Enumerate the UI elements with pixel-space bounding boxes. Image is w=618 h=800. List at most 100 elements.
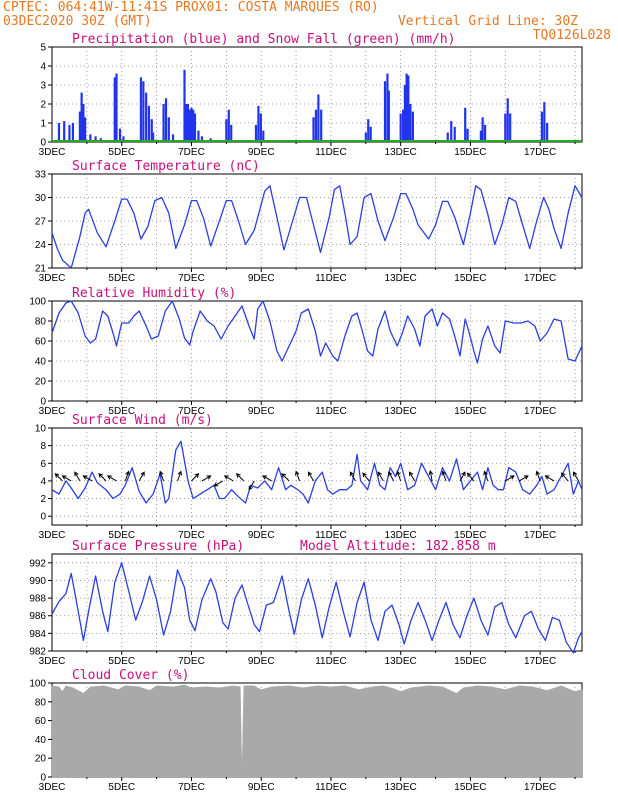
precip-ytick-label: 2 [40,100,46,111]
wind-arrow [544,475,555,482]
precip-bar [257,105,260,142]
precip-bar [57,123,61,142]
pressure-ytick-label: 984 [29,629,46,640]
wind-arrow-shaft [561,472,569,482]
precip-bar [80,92,83,142]
wind-arrow-head [206,475,212,480]
wind-arrow-head [125,470,130,476]
wind-arrow [138,471,145,482]
temperature-title: Surface Temperature (nC) [72,159,260,174]
precip-bar [89,134,92,142]
precip-ytick-label: 0 [40,138,46,149]
precip-bar [399,113,402,142]
precip-bar [115,73,118,142]
pressure-ytick-label: 992 [29,558,46,569]
wind-arrow-head [74,471,79,477]
precip-bar [82,104,85,142]
wind-arrow-shaft [83,475,93,482]
wind-arrow [295,470,301,482]
wind-arrow-shaft [248,480,255,490]
wind-xtick-label: 11DEC [315,530,347,541]
precip-bar [262,130,265,142]
temperature-xtick-label: 3DEC [39,273,66,284]
wind-arrow-shaft [295,471,301,482]
panel-precip: 0 1 2 3 4 5 3DEC 5DEC 7DEC 9DEC 11DEC 13DEC 15DEC 17D… [39,32,583,158]
wind-arrow [307,471,314,482]
precip-bar [481,117,484,142]
precip-bar [509,113,512,142]
cloud-xtick-label: 9DEC [248,782,275,793]
cloud-cover-area [51,684,583,778]
wind-arrow [428,470,434,481]
precip-bar [188,109,191,142]
precip-xtick-label: 7DEC [178,147,205,158]
wind-arrow-shaft [483,471,489,482]
wind-arrow [74,471,81,482]
wind-title: Surface Wind (m/s) [72,413,213,428]
wind-ytick-label: 2 [40,494,46,505]
wind-arrow-shaft [55,473,63,482]
precip-xtick-label: 3DEC [39,147,66,158]
cloud-ytick-label: 80 [35,697,47,708]
pressure-ytick-label: 990 [29,576,46,587]
wind-arrow [201,475,212,482]
header-model-code: TQ0126L028 [533,28,611,43]
precip-xtick-label: 17DEC [524,147,556,158]
precip-bar [118,128,122,142]
wind-arrow-head [248,485,253,491]
precip-bar [63,121,66,142]
precip-bar [479,130,482,142]
precip-bar [150,119,153,142]
precip-bar [162,104,165,142]
precip-bar [185,104,188,142]
temperature-xtick-label: 13DEC [385,273,417,284]
wind-arrow [441,470,447,482]
wind-ytick-label: 0 [40,512,46,523]
wind-arrow-head [362,472,367,478]
precip-bar [446,132,449,142]
precip-bar [506,98,509,142]
wind-arrow [362,472,370,482]
pressure-xtick-label: 13DEC [385,656,417,667]
cloud-ytick-label: 100 [29,679,46,690]
header: CPTEC: 064:41W-11:41S PROX01: COSTA MARQ… [3,0,611,43]
panel-humidity: 0 20 40 60 80 100 3DEC 5DEC 7DEC 9DEC 11DEC 13DEC 15… [29,286,583,417]
wind-line [51,440,583,504]
panel-cloud: 0 20 40 60 80 100 3DEC 5DEC 7DEC 9DEC 11DEC 13DEC 15… [29,668,583,793]
wind-arrow-head [54,473,60,478]
wind-arrow-shaft [236,473,245,482]
wind-arrow-shaft [536,471,541,482]
wind-frame [51,427,583,526]
pressure-ytick-label: 986 [29,611,46,622]
precip-bar [317,94,320,142]
precip-xtick-label: 11DEC [315,147,347,158]
wind-arrow-head [235,473,241,478]
wind-arrow-head [349,471,355,477]
precip-bar [147,105,151,142]
precip-bar [145,92,148,142]
precip-bar [383,81,387,142]
wind-arrow [54,473,63,482]
pressure-xtick-label: 5DEC [108,656,135,667]
pressure-title: Surface Pressure (hPa) [72,539,244,554]
precip-bar [259,113,262,142]
wind-arrow-shaft [505,475,515,482]
humidity-xtick-label: 9DEC [248,406,275,417]
temperature-xtick-label: 7DEC [178,273,205,284]
wind-arrow-head [441,470,446,476]
wind-arrow-head [461,471,466,477]
wind-xtick-label: 17DEC [524,530,556,541]
humidity-xtick-label: 7DEC [178,406,205,417]
wind-arrow-shaft [467,472,475,482]
precip-bar [546,123,549,142]
precip-ytick-label: 1 [40,119,46,130]
humidity-xtick-label: 3DEC [39,406,66,417]
cloud-xtick-label: 5DEC [108,782,135,793]
precip-bar [466,128,469,142]
wind-xtick-label: 7DEC [178,530,205,541]
wind-arrow-head [388,471,393,477]
cloud-xtick-label: 3DEC [39,782,66,793]
precip-bar [364,132,367,142]
wind-arrow-head [295,470,300,476]
wind-arrow-head [177,470,182,476]
